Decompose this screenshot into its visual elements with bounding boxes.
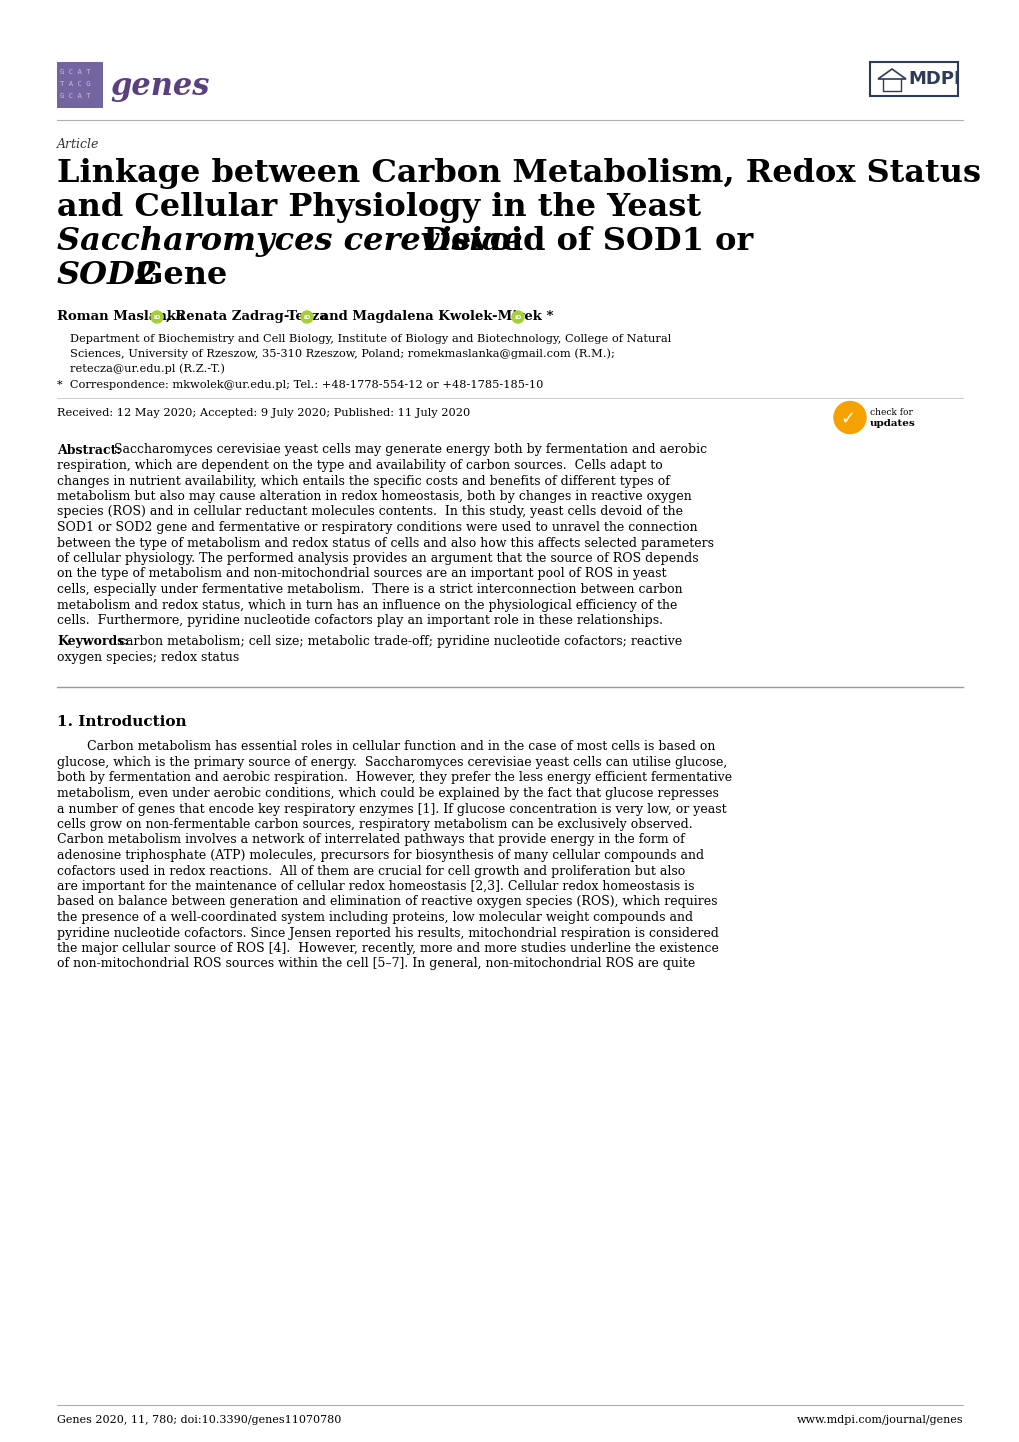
Text: metabolism and redox status, which in turn has an influence on the physiological: metabolism and redox status, which in tu…	[57, 598, 677, 611]
Text: both by fermentation and aerobic respiration.  However, they prefer the less ene: both by fermentation and aerobic respira…	[57, 771, 732, 784]
Circle shape	[151, 311, 163, 323]
Text: carbon metabolism; cell size; metabolic trade-off; pyridine nucleotide cofactors: carbon metabolism; cell size; metabolic …	[115, 636, 682, 649]
Text: species (ROS) and in cellular reductant molecules contents.  In this study, yeas: species (ROS) and in cellular reductant …	[57, 506, 683, 519]
Text: genes: genes	[110, 72, 209, 102]
Text: Article: Article	[57, 138, 99, 151]
Text: cells grow on non-fermentable carbon sources, respiratory metabolism can be excl: cells grow on non-fermentable carbon sou…	[57, 818, 692, 831]
Text: pyridine nucleotide cofactors. Since Jensen reported his results, mitochondrial : pyridine nucleotide cofactors. Since Jen…	[57, 927, 718, 940]
Text: Saccharomyces cerevisiae yeast cells may generate energy both by fermentation an: Saccharomyces cerevisiae yeast cells may…	[110, 444, 706, 457]
Text: between the type of metabolism and redox status of cells and also how this affec: between the type of metabolism and redox…	[57, 536, 713, 549]
Text: G C A T: G C A T	[60, 69, 91, 75]
Text: MDPI: MDPI	[907, 71, 960, 88]
Text: cells.  Furthermore, pyridine nucleotide cofactors play an important role in the: cells. Furthermore, pyridine nucleotide …	[57, 614, 662, 627]
Circle shape	[834, 401, 865, 434]
Text: changes in nutrient availability, which entails the specific costs and benefits : changes in nutrient availability, which …	[57, 474, 669, 487]
Text: ✓: ✓	[840, 410, 855, 427]
Text: glucose, which is the primary source of energy.  Saccharomyces cerevisiae yeast : glucose, which is the primary source of …	[57, 756, 727, 769]
Text: a number of genes that encode key respiratory enzymes [1]. If glucose concentrat: a number of genes that encode key respir…	[57, 803, 726, 816]
Text: Genes 2020, 11, 780; doi:10.3390/genes11070780: Genes 2020, 11, 780; doi:10.3390/genes11…	[57, 1415, 341, 1425]
Text: Saccharomyces cerevisiae: Saccharomyces cerevisiae	[57, 226, 523, 257]
Text: and Magdalena Kwolek-Mirek *: and Magdalena Kwolek-Mirek *	[316, 310, 553, 323]
Text: T A C G: T A C G	[60, 81, 91, 87]
Text: iD: iD	[153, 314, 161, 320]
Circle shape	[512, 311, 524, 323]
Text: iD: iD	[514, 314, 521, 320]
Text: Carbon metabolism has essential roles in cellular function and in the case of mo: Carbon metabolism has essential roles in…	[87, 741, 714, 754]
Text: iD: iD	[303, 314, 311, 320]
Text: cells, especially under fermentative metabolism.  There is a strict interconnect: cells, especially under fermentative met…	[57, 583, 682, 596]
Text: adenosine triphosphate (ATP) molecules, precursors for biosynthesis of many cell: adenosine triphosphate (ATP) molecules, …	[57, 849, 703, 862]
Text: 1. Introduction: 1. Introduction	[57, 714, 186, 728]
Text: Department of Biochemistry and Cell Biology, Institute of Biology and Biotechnol: Department of Biochemistry and Cell Biol…	[70, 335, 671, 345]
Text: oxygen species; redox status: oxygen species; redox status	[57, 650, 239, 663]
Text: based on balance between generation and elimination of reactive oxygen species (: based on balance between generation and …	[57, 895, 716, 908]
Text: Received: 12 May 2020; Accepted: 9 July 2020; Published: 11 July 2020: Received: 12 May 2020; Accepted: 9 July …	[57, 408, 470, 418]
Text: of non-mitochondrial ROS sources within the cell [5–7]. In general, non-mitochon: of non-mitochondrial ROS sources within …	[57, 957, 695, 970]
Text: Keywords:: Keywords:	[57, 636, 128, 649]
Text: Gene: Gene	[125, 260, 227, 291]
Text: Carbon metabolism involves a network of interrelated pathways that provide energ: Carbon metabolism involves a network of …	[57, 833, 684, 846]
Circle shape	[301, 311, 313, 323]
Text: Abstract:: Abstract:	[57, 444, 121, 457]
Text: on the type of metabolism and non-mitochondrial sources are an important pool of: on the type of metabolism and non-mitoch…	[57, 568, 665, 581]
Text: www.mdpi.com/journal/genes: www.mdpi.com/journal/genes	[796, 1415, 962, 1425]
Text: , Renata Zadrag-Tecza: , Renata Zadrag-Tecza	[166, 310, 327, 323]
Text: the presence of a well-coordinated system including proteins, low molecular weig: the presence of a well-coordinated syste…	[57, 911, 693, 924]
Text: Linkage between Carbon Metabolism, Redox Status: Linkage between Carbon Metabolism, Redox…	[57, 159, 980, 189]
Text: Sciences, University of Rzeszow, 35-310 Rzeszow, Poland; romekmaslanka@gmail.com: Sciences, University of Rzeszow, 35-310 …	[70, 349, 614, 359]
Text: G C A T: G C A T	[60, 92, 91, 99]
Text: cofactors used in redox reactions.  All of them are crucial for cell growth and : cofactors used in redox reactions. All o…	[57, 865, 685, 878]
Text: Roman Maslanka: Roman Maslanka	[57, 310, 184, 323]
Text: respiration, which are dependent on the type and availability of carbon sources.: respiration, which are dependent on the …	[57, 459, 662, 472]
Text: updates: updates	[869, 420, 915, 428]
FancyBboxPatch shape	[869, 62, 957, 97]
Text: SOD2: SOD2	[57, 260, 158, 291]
Text: *  Correspondence: mkwolek@ur.edu.pl; Tel.: +48-1778-554-12 or +48-1785-185-10: * Correspondence: mkwolek@ur.edu.pl; Tel…	[57, 379, 543, 389]
Text: are important for the maintenance of cellular redox homeostasis [2,3]. Cellular : are important for the maintenance of cel…	[57, 880, 694, 893]
Text: retecza@ur.edu.pl (R.Z.-T.): retecza@ur.edu.pl (R.Z.-T.)	[70, 363, 225, 373]
Text: Devoid of ​SOD1​ or: Devoid of ​SOD1​ or	[412, 226, 752, 257]
FancyBboxPatch shape	[57, 62, 103, 108]
Text: SOD1 or SOD2 gene and fermentative or respiratory conditions were used to unrave: SOD1 or SOD2 gene and fermentative or re…	[57, 521, 697, 534]
Text: metabolism, even under aerobic conditions, which could be explained by the fact : metabolism, even under aerobic condition…	[57, 787, 718, 800]
Text: check for: check for	[869, 408, 912, 417]
Text: of cellular physiology. The performed analysis provides an argument that the sou: of cellular physiology. The performed an…	[57, 552, 698, 565]
Text: metabolism but also may cause alteration in redox homeostasis, both by changes i: metabolism but also may cause alteration…	[57, 490, 691, 503]
Text: and Cellular Physiology in the Yeast: and Cellular Physiology in the Yeast	[57, 192, 700, 224]
Text: the major cellular source of ROS [4].  However, recently, more and more studies : the major cellular source of ROS [4]. Ho…	[57, 942, 718, 955]
